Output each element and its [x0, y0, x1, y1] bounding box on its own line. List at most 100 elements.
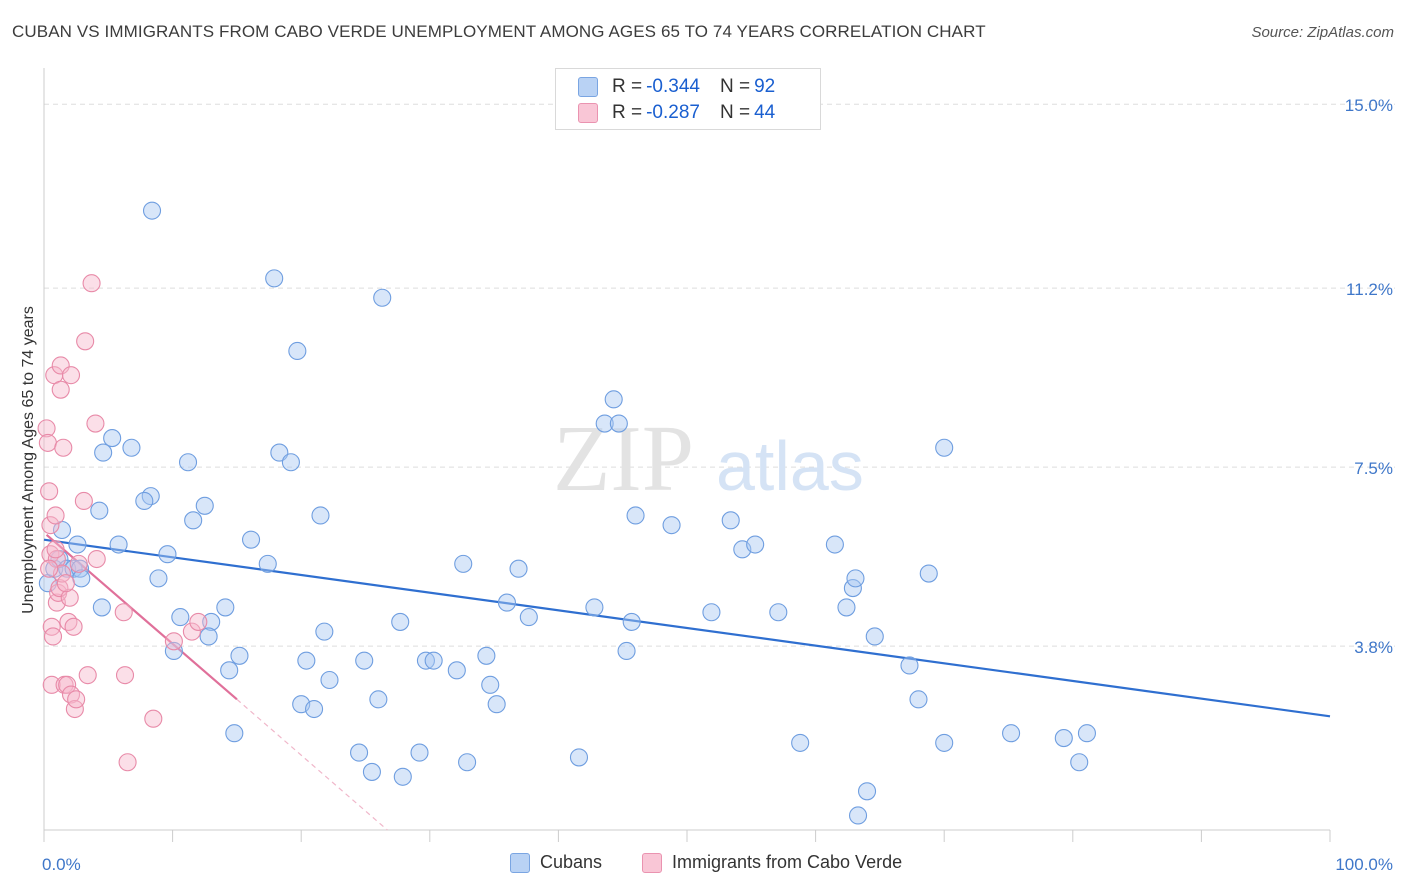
caboverde-point [76, 332, 95, 351]
caboverde-point [64, 617, 83, 636]
cuban-point [662, 516, 681, 535]
cuban-point [311, 506, 330, 525]
y-tick-label: 11.2% [1346, 280, 1393, 299]
correlation-legend: R = -0.344 N = 92 R = -0.287 N = 44 [555, 68, 821, 130]
cuban-point [362, 762, 381, 781]
caboverde-point [58, 675, 77, 694]
cuban-point [487, 695, 506, 714]
cuban-point [825, 535, 844, 554]
caboverde-point [118, 753, 137, 772]
cuban-point [424, 651, 443, 670]
caboverde-point [38, 433, 57, 452]
caboverde-point [47, 549, 66, 569]
caboverde-point [182, 622, 201, 641]
legend-swatch-cubans [578, 77, 598, 97]
legend-n-value-caboverde: 44 [754, 102, 776, 123]
y-tick-label: 3.8% [1354, 638, 1393, 657]
chart-title: CUBAN VS IMMIGRANTS FROM CABO VERDE UNEM… [12, 22, 986, 41]
watermark-zip: ZIP [553, 407, 694, 511]
cuban-point [122, 438, 141, 457]
cuban-point [195, 496, 214, 515]
cuban-point [225, 724, 244, 743]
cuban-point [220, 661, 239, 680]
cuban-point [320, 670, 339, 690]
caboverde-point [144, 709, 163, 728]
caboverde-point [42, 617, 61, 636]
caboverde-point [65, 699, 84, 719]
cuban-point [265, 269, 284, 288]
cuban-point [315, 622, 334, 641]
cuban-point [202, 612, 221, 631]
cuban-point [288, 341, 307, 361]
caboverde-point [40, 559, 59, 578]
cuban-point [230, 646, 249, 665]
tick-labels: 3.8% 7.5% 11.2% 15.0% 0.0% 100.0% [42, 96, 1393, 874]
legend-row-cubans: R = -0.344 N = 92 [578, 75, 775, 99]
cuban-point [935, 438, 954, 457]
y-tick-label: 7.5% [1354, 459, 1393, 478]
caboverde-point [41, 516, 60, 535]
cuban-point [617, 641, 636, 661]
cuban-point [935, 733, 954, 752]
cuban-trend-line [43, 538, 1331, 718]
series-legend: Cubans Immigrants from Cabo Verde [0, 852, 1406, 876]
cuban-point [585, 598, 604, 617]
cuban-point [769, 603, 788, 622]
cuban-point [410, 743, 429, 762]
series-swatch-cubans [510, 852, 530, 873]
cuban-point [391, 612, 410, 631]
caboverde-point [56, 574, 75, 593]
cuban-point [569, 748, 589, 767]
cuban-point [241, 530, 261, 549]
cuban-point [369, 690, 388, 709]
cuban-point [373, 288, 392, 307]
cuban-point [350, 743, 369, 762]
y-tick-label: 15.0% [1345, 96, 1393, 115]
data-points [37, 201, 1096, 825]
cuban-point [454, 554, 473, 573]
cuban-point [393, 767, 412, 786]
caboverde-point [69, 554, 88, 573]
cuban-point [837, 598, 856, 617]
source-credit: Source: ZipAtlas.com [1251, 24, 1394, 41]
legend-n-label: N = [719, 76, 751, 97]
cuban-point [626, 506, 645, 525]
cuban-point [305, 699, 324, 719]
trend-lines [43, 534, 1331, 831]
cuban-point [94, 443, 113, 462]
cuban-point [68, 535, 87, 554]
series-name-cubans: Cubans [540, 852, 603, 872]
cuban-point [609, 414, 628, 433]
cuban-point [149, 569, 168, 588]
legend-n-value-cubans: 92 [754, 76, 776, 97]
cuban-point [458, 753, 477, 772]
cuban-point [109, 535, 128, 554]
cuban-point [1077, 724, 1096, 743]
caboverde-point [114, 603, 133, 622]
caboverde-point [82, 274, 101, 293]
cuban-point [848, 806, 868, 825]
watermark-atlas: atlas [716, 427, 864, 505]
caboverde-point [87, 549, 106, 569]
x-tick-label-min: 0.0% [42, 855, 81, 874]
cuban-point [142, 201, 162, 220]
legend-swatch-caboverde [578, 103, 598, 123]
cuban-point [355, 651, 374, 670]
cuban-point [909, 690, 928, 709]
series-name-caboverde: Immigrants from Cabo Verde [672, 852, 903, 872]
cuban-point [595, 414, 614, 433]
cuban-point [416, 651, 435, 670]
cuban-point [919, 564, 938, 583]
cuban-point [270, 443, 289, 462]
caboverde-point [61, 685, 81, 704]
caboverde-trend-extension [236, 698, 388, 831]
y-axis-title: Unemployment Among Ages 65 to 74 years [20, 306, 37, 614]
cuban-point [1002, 724, 1021, 743]
cuban-point [477, 646, 496, 665]
cuban-point [281, 453, 300, 472]
caboverde-point [189, 612, 208, 631]
caboverde-point [51, 380, 70, 399]
legend-r-label: R = [612, 102, 643, 123]
cuban-point [1070, 753, 1089, 772]
